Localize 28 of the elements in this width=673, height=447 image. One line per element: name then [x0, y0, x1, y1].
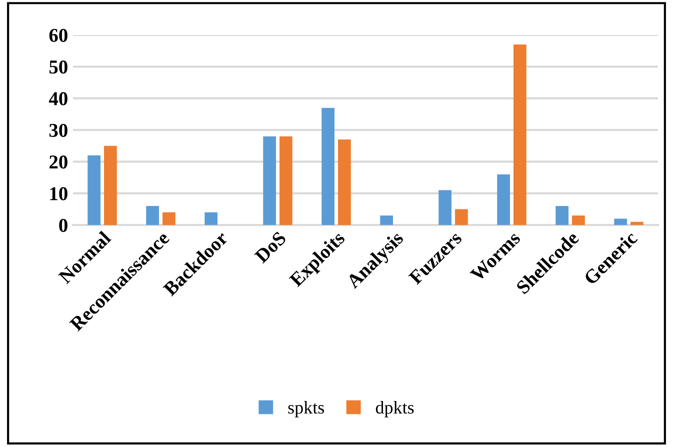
bar [380, 216, 393, 225]
y-tick-label: 0 [59, 218, 68, 232]
legend-label: dpkts [376, 400, 414, 418]
bar [204, 212, 218, 225]
legend-label: spkts [288, 400, 324, 418]
bar [88, 155, 100, 225]
bar [630, 222, 644, 225]
bar [614, 218, 627, 225]
bar [455, 209, 468, 225]
y-tick-label: 40 [48, 92, 68, 106]
bar [162, 212, 176, 225]
bar [280, 136, 292, 225]
y-tick-label: 10 [50, 187, 68, 200]
bar [497, 174, 510, 225]
y-tick-label: 50 [49, 60, 68, 74]
bar [556, 206, 568, 225]
y-tick-label: 30 [49, 124, 68, 137]
bar [572, 216, 585, 225]
bar [438, 190, 452, 225]
bar [263, 136, 276, 225]
bar [338, 140, 351, 225]
bar [104, 146, 117, 225]
x-tick-label: DoS [254, 230, 287, 264]
y-tick-label: 60 [49, 28, 68, 42]
bar [146, 206, 159, 225]
bar [322, 108, 334, 225]
y-tick-label: 20 [50, 155, 68, 169]
bar [514, 44, 526, 225]
